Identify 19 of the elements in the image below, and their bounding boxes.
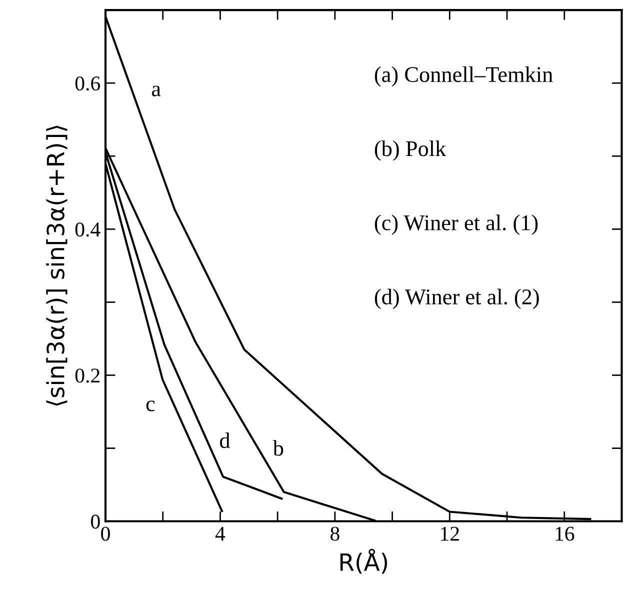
- y-tick-label: 0.6: [75, 76, 100, 91]
- y-axis-title: ⟨sin[3α(r)] sin[3α(r+R)]⟩: [46, 126, 68, 406]
- x-tick-label: 16: [556, 526, 574, 541]
- annotation: (c) Winer et al. (1): [374, 214, 538, 235]
- annotation: b: [272, 440, 284, 456]
- x-tick-label: 8: [330, 526, 340, 541]
- annotation: c: [146, 400, 155, 412]
- annotation: (b) Polk: [374, 140, 446, 161]
- y-tick-label: 0.2: [75, 368, 100, 383]
- annotation: d: [220, 432, 230, 448]
- annotation: (a) Connell–Temkin: [374, 66, 553, 87]
- x-tick-label: 4: [215, 526, 226, 541]
- annotation: (d) Winer et al. (2): [374, 288, 539, 309]
- y-tick-label: 0.4: [75, 222, 100, 237]
- x-tick-label: 0: [101, 526, 110, 541]
- y-tick-label: 0: [91, 514, 100, 529]
- x-axis-title: R(Å): [340, 548, 388, 574]
- x-tick-label: 12: [441, 526, 459, 541]
- annotation: a: [152, 86, 161, 96]
